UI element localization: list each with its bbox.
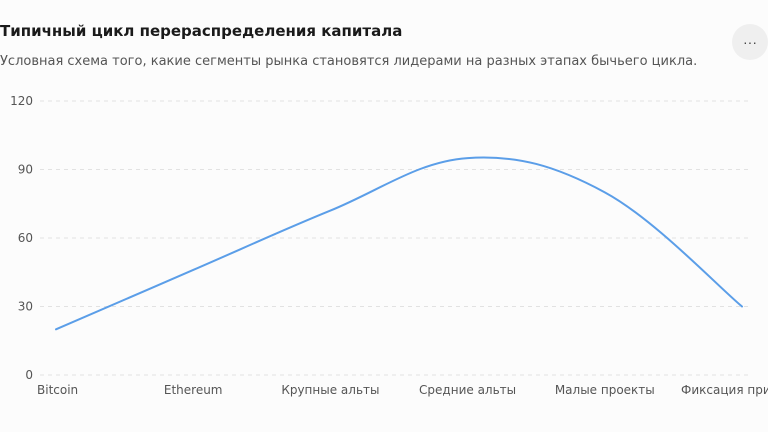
y-tick-label: 30 [18,300,33,314]
y-tick-label: 120 [10,94,33,108]
more-options-icon: ··· [743,34,757,50]
x-tick-label: Крупные альты [281,383,379,397]
x-tick-label: Фиксация прибыли [681,383,768,397]
y-tick-label: 60 [18,231,33,245]
x-tick-label: Средние альты [419,383,516,397]
series-layer [55,156,743,331]
chart-title: Типичный цикл перераспределения капитала [0,22,403,40]
series-line [55,156,743,331]
y-tick-label: 0 [25,368,33,382]
y-axis-ticks: 0 30 60 90 120 [10,94,33,382]
grid-lines [40,100,752,376]
chart-subtitle: Условная схема того, какие сегменты рынк… [0,54,698,69]
x-tick-label: Bitcoin [37,383,78,397]
x-tick-label: Ethereum [164,383,223,397]
more-options-button[interactable]: ··· [732,24,768,60]
x-tick-label: Малые проекты [555,383,655,397]
y-tick-label: 90 [18,163,33,177]
x-axis-ticks: Bitcoin Ethereum Крупные альты Средние альт… [37,383,768,397]
